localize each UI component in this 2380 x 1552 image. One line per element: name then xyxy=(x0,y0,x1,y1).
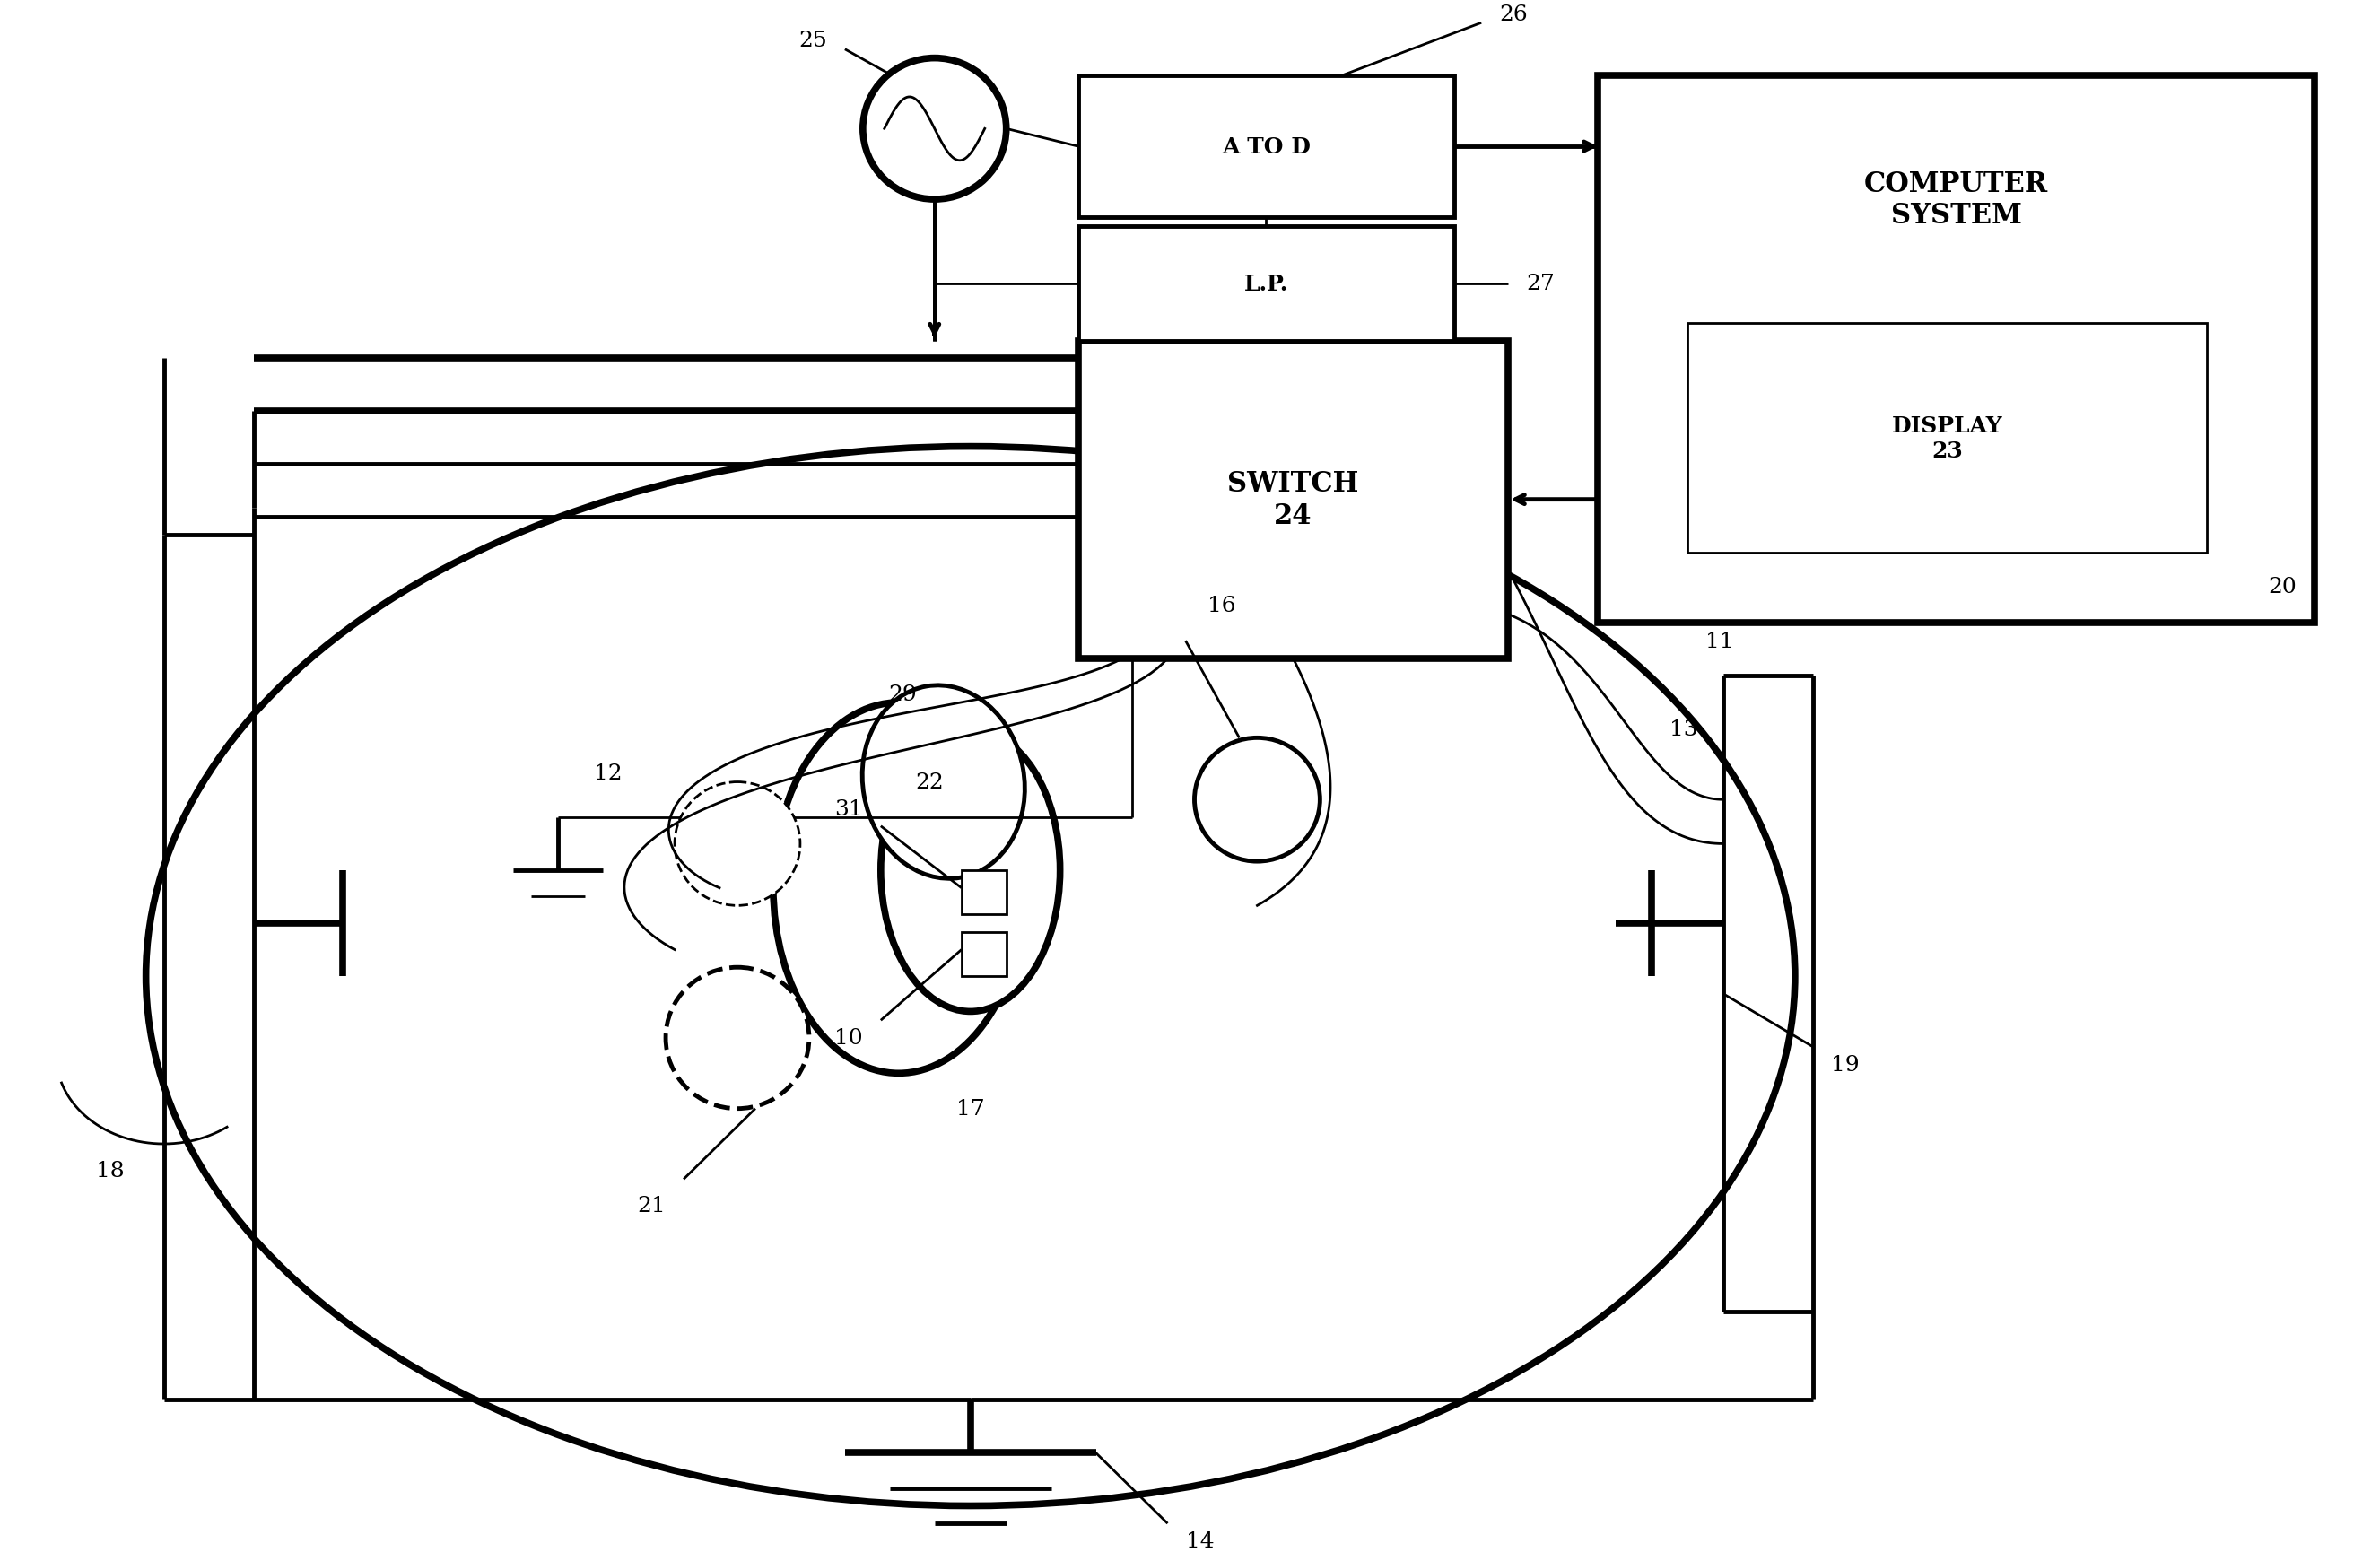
Bar xyxy=(962,933,1007,976)
Ellipse shape xyxy=(145,447,1795,1505)
Bar xyxy=(1597,76,2316,624)
Ellipse shape xyxy=(862,686,1026,878)
Text: 16: 16 xyxy=(1207,596,1235,616)
Circle shape xyxy=(666,967,809,1108)
Circle shape xyxy=(674,782,800,906)
Text: 17: 17 xyxy=(957,1099,985,1119)
Text: 29: 29 xyxy=(888,684,916,705)
Text: 20: 20 xyxy=(2268,576,2297,598)
Text: 13: 13 xyxy=(1668,719,1697,740)
Text: COMPUTER
SYSTEM: COMPUTER SYSTEM xyxy=(1864,171,2049,230)
Bar xyxy=(1078,76,1454,217)
Bar xyxy=(1078,341,1509,658)
Text: 19: 19 xyxy=(1830,1054,1859,1076)
Bar xyxy=(1687,323,2206,553)
Text: 25: 25 xyxy=(800,31,826,51)
Text: 11: 11 xyxy=(1706,630,1733,652)
Text: 27: 27 xyxy=(1526,273,1554,295)
Text: 22: 22 xyxy=(914,771,942,793)
Text: 31: 31 xyxy=(835,798,864,819)
Text: SWITCH
24: SWITCH 24 xyxy=(1228,470,1359,529)
Text: A TO D: A TO D xyxy=(1221,137,1311,158)
Ellipse shape xyxy=(881,729,1059,1012)
Ellipse shape xyxy=(774,703,1023,1074)
Text: 14: 14 xyxy=(1185,1530,1214,1552)
Text: 10: 10 xyxy=(835,1027,864,1049)
Circle shape xyxy=(864,59,1007,200)
Text: 12: 12 xyxy=(595,764,624,784)
Text: 18: 18 xyxy=(95,1161,124,1181)
Text: 21: 21 xyxy=(638,1195,666,1217)
Bar xyxy=(1078,227,1454,341)
Bar xyxy=(962,871,1007,914)
Text: L.P.: L.P. xyxy=(1245,273,1288,295)
Circle shape xyxy=(1195,739,1321,861)
Text: DISPLAY
23: DISPLAY 23 xyxy=(1892,414,2002,461)
Text: 26: 26 xyxy=(1499,5,1528,25)
